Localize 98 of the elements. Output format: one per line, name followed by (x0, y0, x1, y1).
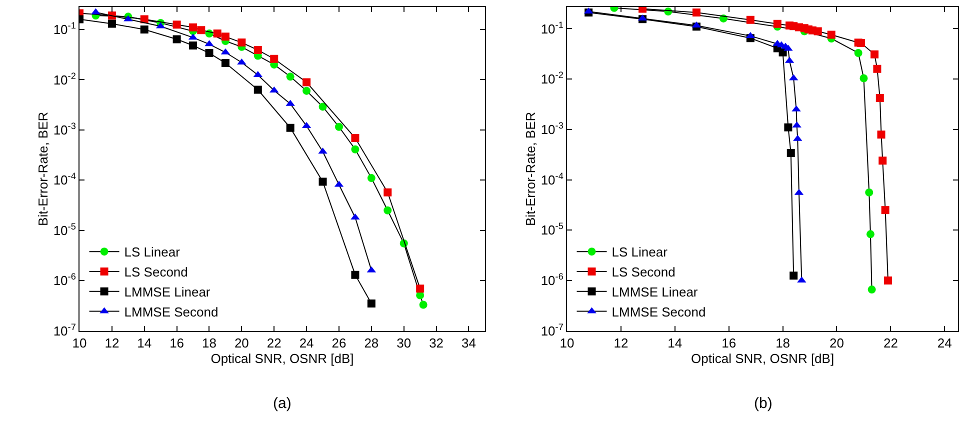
point (221, 59, 230, 68)
point (213, 30, 222, 38)
point (384, 206, 392, 214)
x-tick-label: 32 (429, 335, 444, 350)
point (877, 130, 886, 139)
point (384, 188, 392, 196)
y-tick-label: 10$^{-3}$ (540, 120, 564, 137)
point (866, 230, 874, 238)
point (827, 30, 836, 39)
x-tick-label: 26 (332, 335, 346, 350)
x-tick-label: 22 (883, 335, 898, 350)
point (367, 299, 376, 308)
legend-label: LS Second (124, 264, 188, 280)
point (419, 300, 428, 309)
point (884, 276, 892, 284)
point (860, 74, 868, 82)
point (172, 20, 181, 29)
x-tick-label: 30 (396, 335, 412, 350)
point (302, 86, 311, 95)
point (876, 94, 884, 102)
point (878, 156, 887, 165)
point (221, 32, 230, 41)
point (868, 286, 876, 294)
point (786, 149, 795, 158)
text: (b) (754, 395, 772, 412)
point (351, 134, 360, 142)
x-tick-label: 12 (104, 335, 120, 350)
y-tick-label: 10$^{-6}$ (540, 272, 564, 288)
y-tick-label: 10$^{-1}$ (540, 20, 564, 36)
point (814, 27, 822, 36)
x-tick-label: 24 (299, 335, 314, 350)
y-tick-label: 10$^{-5}$ (540, 221, 564, 238)
legend-label: LMMSE Linear (612, 284, 698, 300)
point (416, 284, 424, 293)
point (351, 270, 360, 279)
y-tick-label: 10$^{-2}$ (53, 70, 76, 88)
point (189, 42, 198, 50)
x-tick-label: 16 (170, 335, 184, 350)
x-tick-label: 34 (462, 335, 476, 350)
y-tick-label: 10$^{-5}$ (53, 221, 76, 238)
point (367, 174, 376, 182)
x-tick-label: 14 (137, 335, 152, 350)
point (302, 78, 311, 86)
x-tick-label: 16 (722, 335, 736, 350)
y-tick-label: 10$^{-2}$ (540, 70, 564, 87)
point (873, 64, 882, 73)
y-tick-label: 10$^{-3}$ (53, 121, 76, 138)
point (286, 72, 294, 81)
y-tick-label: 10$^{-1}$ (53, 20, 76, 38)
point (189, 23, 198, 32)
point (254, 86, 262, 94)
x-tick-label: 20 (830, 335, 844, 350)
legend-label: LMMSE Linear (124, 284, 211, 300)
x-tick-label: 28 (364, 335, 379, 350)
x-tick-label: 12 (614, 335, 628, 350)
x-tick-label: 14 (668, 335, 682, 350)
point (140, 15, 148, 24)
point (351, 145, 360, 154)
point (286, 124, 294, 132)
point (270, 54, 278, 63)
point (784, 123, 792, 132)
point (318, 178, 327, 186)
y-tick-label: 10$^{-4}$ (53, 171, 76, 188)
text: (a) (273, 395, 292, 412)
y-tick-label: 10$^{-6}$ (53, 272, 76, 288)
point (857, 39, 866, 48)
point (870, 50, 879, 58)
x-axis-title: Optical SNR, OSNR [dB] (691, 350, 834, 366)
y-tick-label: 10$^{-4}$ (540, 170, 564, 188)
point (205, 49, 214, 58)
legend-label: LS Linear (124, 244, 181, 260)
point (238, 38, 246, 47)
point (854, 48, 862, 57)
x-tick-label: 18 (776, 335, 790, 350)
legend-label: LS Linear (612, 244, 668, 260)
x-tick-label: 18 (202, 335, 216, 350)
legend-label: LMMSE Second (612, 304, 706, 320)
legend-label: LMMSE Second (124, 304, 218, 320)
point (335, 122, 343, 131)
x-tick-label: 20 (234, 335, 249, 350)
point (318, 102, 327, 111)
point (746, 16, 754, 24)
point (197, 26, 206, 34)
y-axis-title: Bit-Error-Rate, BER (522, 112, 538, 226)
point (108, 20, 116, 28)
point (773, 20, 782, 28)
point (692, 8, 700, 17)
point (172, 35, 181, 44)
legend-label: LS Second (612, 264, 676, 280)
point (865, 188, 874, 196)
point (881, 206, 890, 214)
point (790, 272, 798, 280)
point (140, 25, 148, 34)
y-axis-title: Bit-Error-Rate, BER (35, 112, 50, 226)
x-tick-label: 24 (937, 335, 952, 350)
x-axis-title: Optical SNR, OSNR [dB] (210, 350, 354, 366)
x-tick-label: 22 (266, 335, 282, 350)
point (254, 46, 262, 54)
